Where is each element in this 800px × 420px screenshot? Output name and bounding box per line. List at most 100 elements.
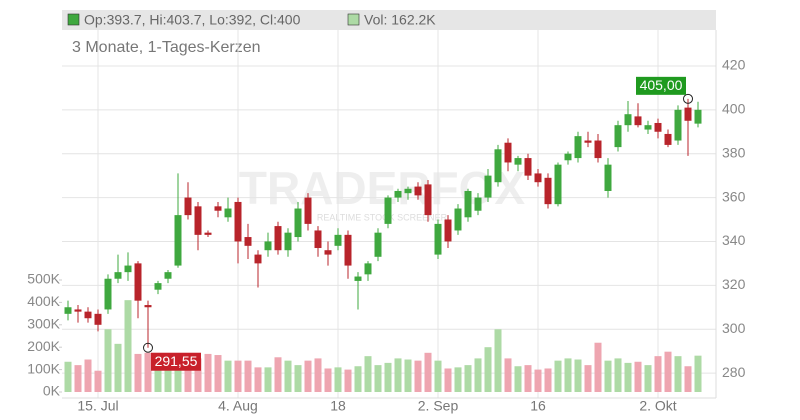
volume-bar: [514, 366, 522, 392]
volume-bar: [484, 347, 492, 392]
annotation-label: 291,55: [155, 353, 198, 369]
volume-bar: [324, 368, 332, 392]
volume-bar: [634, 361, 642, 392]
volume-bar: [544, 368, 552, 392]
volume-bar: [224, 360, 232, 392]
watermark-tagline: REALTIME STOCK SCREENER: [317, 212, 448, 222]
volume-bar: [334, 367, 342, 392]
volume-bar: [304, 360, 312, 392]
volume-bar: [444, 368, 452, 392]
header-bar: [62, 10, 716, 30]
candle-body: [294, 208, 302, 238]
candle-body: [194, 206, 202, 235]
volume-bar: [94, 370, 102, 392]
candle-body: [464, 190, 472, 218]
volume-bar: [244, 360, 252, 392]
y-tick-label: 380: [722, 144, 746, 160]
candle-body: [494, 149, 502, 183]
candle-body: [114, 272, 122, 279]
candle-body: [664, 133, 672, 145]
candle-body: [374, 232, 382, 257]
volume-bar: [424, 352, 432, 392]
volume-bar: [504, 358, 512, 392]
candle-body: [514, 158, 522, 165]
candle-body: [614, 125, 622, 148]
volume-tick-label: 500K: [27, 271, 60, 287]
volume-bar: [604, 360, 612, 392]
volume-bar: [394, 358, 402, 392]
volume-bar: [404, 359, 412, 392]
candle-body: [504, 142, 512, 163]
volume-bar: [194, 358, 202, 392]
candle-body: [74, 309, 82, 312]
candle-body: [174, 215, 182, 266]
volume-bar: [574, 359, 582, 392]
volume-bar: [264, 367, 272, 392]
candle-body: [534, 173, 542, 183]
candle-body: [394, 190, 402, 198]
candle-body: [264, 241, 272, 251]
volume-bar: [234, 360, 242, 392]
candle-body: [304, 197, 312, 224]
x-tick-label: 16: [530, 398, 546, 414]
candle-body: [134, 263, 142, 301]
candle-body: [274, 226, 282, 251]
volume-bar: [374, 365, 382, 392]
candle-body: [654, 122, 662, 132]
candle-body: [474, 197, 482, 211]
volume-bar: [124, 300, 132, 392]
volume-bar: [314, 358, 322, 392]
candle-body: [384, 197, 392, 224]
volume-tick-label: 0K: [43, 383, 61, 399]
volume-bar: [144, 352, 152, 392]
volume-bar: [114, 343, 122, 392]
volume-tick-label: 400K: [27, 293, 60, 309]
volume-bar: [104, 329, 112, 392]
volume-bar: [294, 365, 302, 392]
subtitle: 3 Monate, 1-Tages-Kerzen: [72, 39, 261, 56]
volume-tick-label: 300K: [27, 316, 60, 332]
volume-legend: Vol: 162.2K: [364, 12, 436, 28]
volume-bar: [564, 358, 572, 392]
volume-bar: [84, 359, 92, 392]
candle-body: [154, 283, 162, 290]
volume-bar: [184, 362, 192, 392]
volume-bar: [524, 365, 532, 392]
volume-bar: [134, 353, 142, 392]
volume-bar: [414, 360, 422, 392]
x-tick-label: 15. Jul: [77, 398, 118, 414]
candle-body: [414, 186, 422, 196]
candle-body: [84, 311, 92, 319]
volume-bar: [154, 365, 162, 392]
annotation-label: 405,00: [640, 77, 683, 93]
volume-bar: [64, 361, 72, 392]
watermark: TRADERFOX: [239, 162, 526, 214]
candle-body: [644, 125, 652, 130]
volume-bar: [74, 365, 82, 392]
volume-legend-swatch: [347, 13, 360, 26]
candle-body: [484, 175, 492, 198]
volume-bar: [204, 353, 212, 392]
candle-body: [334, 234, 342, 246]
y-tick-label: 400: [722, 101, 746, 117]
candle-body: [624, 114, 632, 126]
candle-body: [314, 230, 322, 249]
volume-bar: [624, 362, 632, 392]
candle-body: [104, 278, 112, 310]
volume-bar: [454, 367, 462, 392]
y-tick-label: 340: [722, 232, 746, 248]
volume-bar: [494, 329, 502, 392]
volume-tick-label: 100K: [27, 360, 60, 376]
candle-body: [64, 307, 72, 314]
candle-body: [284, 232, 292, 251]
candle-body: [454, 208, 462, 231]
volume-bar: [594, 342, 602, 392]
candle-body: [94, 313, 102, 325]
volume-bar: [384, 362, 392, 392]
candle-body: [144, 305, 152, 308]
volume-bar: [584, 365, 592, 392]
volume-bar: [554, 360, 562, 392]
x-tick-label: 2. Okt: [639, 398, 676, 414]
volume-bar: [464, 365, 472, 392]
